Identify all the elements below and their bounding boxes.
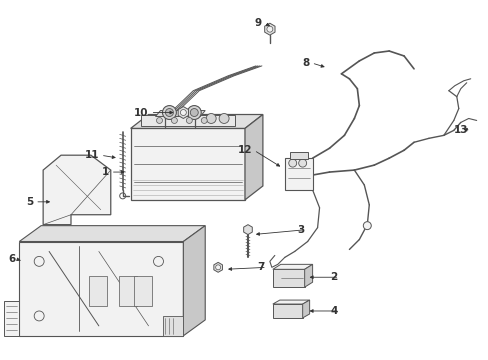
Bar: [272, 269, 304, 287]
Circle shape: [34, 256, 44, 266]
Polygon shape: [272, 300, 309, 304]
Circle shape: [153, 256, 163, 266]
Circle shape: [34, 311, 44, 321]
Polygon shape: [183, 226, 205, 336]
Text: 7: 7: [257, 262, 264, 272]
Circle shape: [363, 222, 370, 230]
Polygon shape: [178, 107, 188, 118]
Circle shape: [206, 113, 216, 123]
Polygon shape: [302, 300, 309, 318]
Circle shape: [187, 105, 201, 120]
Bar: [284, 158, 312, 190]
Polygon shape: [243, 225, 252, 235]
Circle shape: [156, 117, 162, 123]
Bar: [272, 304, 302, 318]
Circle shape: [201, 117, 207, 123]
Bar: [119, 276, 136, 306]
Text: 8: 8: [302, 58, 309, 68]
Text: 1: 1: [102, 167, 108, 177]
Circle shape: [165, 109, 173, 117]
Text: 9: 9: [254, 18, 262, 28]
Polygon shape: [264, 23, 274, 35]
Bar: [289, 152, 307, 159]
Polygon shape: [4, 301, 19, 336]
Text: 6: 6: [8, 255, 15, 264]
Circle shape: [186, 117, 192, 123]
Polygon shape: [304, 264, 312, 287]
Bar: [130, 129, 244, 200]
Circle shape: [162, 105, 176, 120]
Bar: [141, 114, 235, 126]
Text: 2: 2: [329, 272, 337, 282]
Polygon shape: [272, 264, 312, 269]
Polygon shape: [19, 242, 183, 336]
Circle shape: [171, 117, 177, 123]
Circle shape: [180, 109, 186, 116]
Polygon shape: [43, 155, 111, 225]
Text: 3: 3: [297, 225, 304, 235]
Bar: [133, 276, 151, 306]
Polygon shape: [213, 262, 222, 272]
Polygon shape: [244, 114, 263, 200]
Text: 10: 10: [134, 108, 148, 117]
Bar: [89, 276, 106, 306]
Circle shape: [190, 109, 198, 117]
Circle shape: [215, 265, 220, 270]
Text: 11: 11: [84, 150, 99, 160]
Circle shape: [298, 159, 306, 167]
Polygon shape: [19, 226, 205, 242]
Text: 4: 4: [329, 306, 337, 316]
Text: 12: 12: [237, 145, 251, 155]
Circle shape: [288, 159, 296, 167]
Polygon shape: [130, 114, 263, 129]
Text: 13: 13: [453, 125, 468, 135]
Circle shape: [219, 113, 228, 123]
Polygon shape: [163, 316, 183, 336]
Circle shape: [266, 26, 272, 32]
Text: 5: 5: [26, 197, 33, 207]
Polygon shape: [155, 111, 205, 117]
